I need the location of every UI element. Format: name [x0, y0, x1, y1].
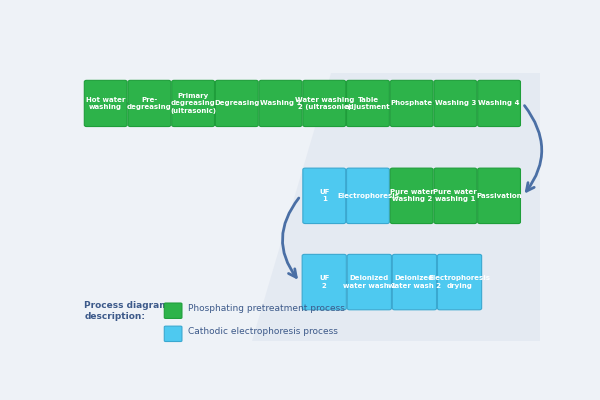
Text: Passivation: Passivation — [476, 193, 522, 199]
FancyBboxPatch shape — [128, 80, 171, 126]
FancyBboxPatch shape — [84, 80, 127, 126]
Text: Deionized
water wash 1: Deionized water wash 1 — [343, 276, 396, 289]
Text: Phosphating pretreatment process: Phosphating pretreatment process — [188, 304, 345, 313]
Text: Electrophoresis
drying: Electrophoresis drying — [428, 276, 491, 289]
Text: Process diagram
description:: Process diagram description: — [84, 300, 169, 321]
FancyBboxPatch shape — [434, 80, 477, 126]
Text: Phosphate: Phosphate — [391, 100, 433, 106]
Text: UF
1: UF 1 — [319, 189, 329, 202]
FancyBboxPatch shape — [303, 168, 346, 224]
Text: Degreasing: Degreasing — [214, 100, 260, 106]
FancyBboxPatch shape — [390, 168, 433, 224]
Text: Water washing
2 (ultrasonic): Water washing 2 (ultrasonic) — [295, 97, 354, 110]
Text: Cathodic electrophoresis process: Cathodic electrophoresis process — [188, 327, 338, 336]
Text: Electrophoresis: Electrophoresis — [337, 193, 399, 199]
FancyBboxPatch shape — [347, 168, 389, 224]
Text: Hot water
washing: Hot water washing — [86, 97, 125, 110]
Text: Pure water
washing 1: Pure water washing 1 — [433, 189, 477, 202]
FancyBboxPatch shape — [302, 254, 346, 310]
Text: Washing 3: Washing 3 — [434, 100, 476, 106]
Text: Washing 1: Washing 1 — [260, 100, 301, 106]
Text: UF
2: UF 2 — [319, 276, 329, 289]
Text: Primary
degreasing
(ultrasonic): Primary degreasing (ultrasonic) — [170, 93, 216, 114]
FancyBboxPatch shape — [303, 80, 346, 126]
Text: Pure water
washing 2: Pure water washing 2 — [390, 189, 434, 202]
FancyBboxPatch shape — [215, 80, 258, 126]
Text: Washing 4: Washing 4 — [478, 100, 520, 106]
FancyBboxPatch shape — [390, 80, 433, 126]
FancyBboxPatch shape — [478, 80, 520, 126]
FancyBboxPatch shape — [259, 80, 302, 126]
FancyBboxPatch shape — [434, 168, 477, 224]
FancyBboxPatch shape — [437, 254, 482, 310]
FancyBboxPatch shape — [172, 80, 215, 126]
Text: Deionized
water wash 2: Deionized water wash 2 — [388, 276, 441, 289]
FancyBboxPatch shape — [392, 254, 437, 310]
FancyBboxPatch shape — [347, 80, 389, 126]
Text: Pre-
degreasing: Pre- degreasing — [127, 97, 172, 110]
FancyBboxPatch shape — [164, 303, 182, 318]
FancyBboxPatch shape — [478, 168, 520, 224]
FancyBboxPatch shape — [164, 326, 182, 342]
FancyBboxPatch shape — [347, 254, 391, 310]
Polygon shape — [252, 73, 540, 341]
Text: Table
adjustment: Table adjustment — [345, 97, 391, 110]
